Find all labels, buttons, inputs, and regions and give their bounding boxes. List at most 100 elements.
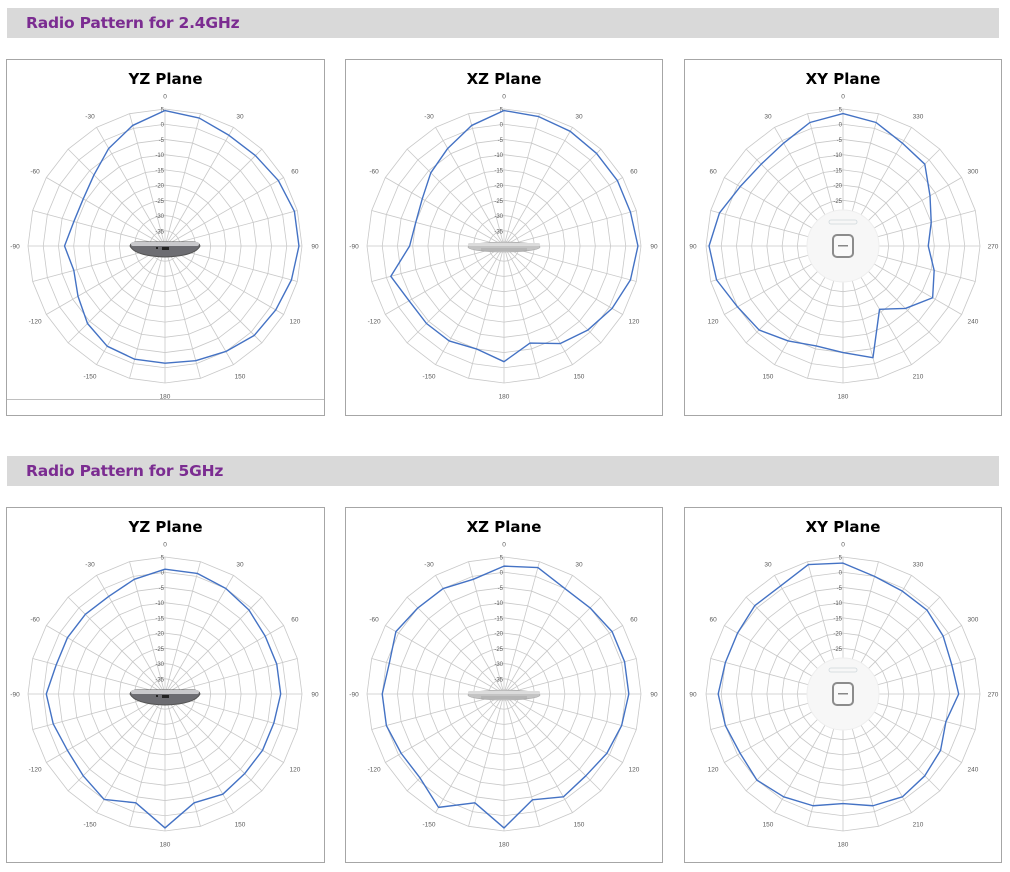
svg-text:-60: -60 — [30, 169, 40, 176]
svg-text:-35: -35 — [155, 677, 164, 683]
svg-text:60: 60 — [291, 169, 299, 176]
svg-text:-30: -30 — [424, 114, 434, 121]
svg-text:0: 0 — [163, 542, 167, 549]
svg-text:5: 5 — [839, 108, 843, 114]
polar-plot: 0 30 60 90 120 150 180 -150 -120 -90 -60 -30 5 0 -5 -10… — [349, 94, 658, 401]
svg-text:30: 30 — [575, 114, 583, 121]
svg-text:-30: -30 — [155, 662, 164, 668]
svg-text:-15: -15 — [494, 168, 503, 174]
svg-text:30: 30 — [575, 562, 583, 569]
svg-text:120: 120 — [289, 319, 300, 326]
svg-text:-15: -15 — [833, 168, 842, 174]
svg-text:210: 210 — [913, 373, 924, 380]
svg-text:0: 0 — [839, 123, 843, 129]
svg-text:90: 90 — [311, 244, 319, 251]
svg-text:-35: -35 — [494, 229, 503, 235]
chart-5ghz-yz-plane: YZ Plane 0 30 60 90 120 150 180 -150 -120 -90 -60-… — [6, 507, 325, 863]
section-title: Radio Pattern for 2.4GHz — [26, 14, 240, 32]
svg-text:90: 90 — [689, 692, 697, 699]
svg-text:180: 180 — [499, 394, 510, 401]
svg-text:-10: -10 — [155, 601, 164, 607]
svg-text:330: 330 — [913, 562, 924, 569]
svg-text:0: 0 — [841, 542, 845, 549]
svg-text:60: 60 — [709, 169, 717, 176]
svg-text:-150: -150 — [83, 373, 96, 380]
svg-text:5: 5 — [839, 556, 843, 562]
svg-text:300: 300 — [967, 617, 978, 624]
svg-text:-30: -30 — [424, 562, 434, 569]
section-header-2-4ghz: Radio Pattern for 2.4GHz — [7, 8, 999, 38]
svg-text:-25: -25 — [494, 647, 503, 653]
svg-text:30: 30 — [764, 114, 772, 121]
svg-text:120: 120 — [708, 319, 719, 326]
svg-text:-30: -30 — [85, 114, 95, 121]
svg-text:180: 180 — [499, 842, 510, 849]
svg-text:240: 240 — [967, 767, 978, 774]
svg-text:-150: -150 — [83, 821, 96, 828]
svg-text:330: 330 — [913, 114, 924, 121]
svg-text:-15: -15 — [494, 616, 503, 622]
svg-text:-90: -90 — [349, 244, 359, 251]
polar-plot: 0 30 60 90 120 150 180 210 240 270 300 330 5 0 -5 -10 -1… — [689, 542, 999, 849]
svg-text:-10: -10 — [155, 153, 164, 159]
svg-text:180: 180 — [838, 842, 849, 849]
svg-text:120: 120 — [628, 767, 639, 774]
svg-text:-5: -5 — [837, 586, 843, 592]
svg-text:90: 90 — [689, 244, 697, 251]
svg-text:30: 30 — [236, 562, 244, 569]
svg-text:-30: -30 — [494, 214, 503, 220]
svg-text:-20: -20 — [833, 184, 842, 190]
chart-title: XY Plane — [805, 518, 881, 536]
polar-plot: 0 30 60 90 120 150 180 -150 -120 -90 -60 -30 5 0 -5 -10… — [349, 542, 658, 849]
svg-text:-150: -150 — [422, 373, 435, 380]
svg-text:-90: -90 — [10, 244, 20, 251]
svg-text:-90: -90 — [10, 692, 20, 699]
svg-text:-5: -5 — [498, 586, 504, 592]
chart-title: XZ Plane — [466, 518, 542, 536]
svg-text:-10: -10 — [494, 153, 503, 159]
svg-text:60: 60 — [291, 617, 299, 624]
svg-text:5: 5 — [500, 556, 504, 562]
svg-text:-10: -10 — [494, 601, 503, 607]
svg-text:-35: -35 — [155, 229, 164, 235]
svg-text:120: 120 — [628, 319, 639, 326]
svg-text:180: 180 — [838, 394, 849, 401]
svg-text:-30: -30 — [155, 214, 164, 220]
svg-text:300: 300 — [967, 169, 978, 176]
svg-text:-25: -25 — [155, 647, 164, 653]
chart-title: YZ Plane — [128, 70, 203, 88]
svg-text:0: 0 — [163, 94, 167, 101]
chart-5ghz-xz-plane: XZ Plane 0 30 60 90 120 150 180 -150 -120 -90 -60-… — [345, 507, 663, 863]
svg-text:-120: -120 — [29, 767, 42, 774]
svg-text:150: 150 — [235, 373, 246, 380]
svg-text:-20: -20 — [833, 632, 842, 638]
svg-text:90: 90 — [650, 692, 658, 699]
svg-text:0: 0 — [502, 542, 506, 549]
svg-text:-15: -15 — [833, 616, 842, 622]
polar-plot: 0 30 60 90 120 150 180 -150 -120 -90 -60 -30 5 0 -5 -10… — [10, 542, 319, 849]
svg-text:-15: -15 — [155, 168, 164, 174]
svg-text:-25: -25 — [833, 199, 842, 205]
svg-text:150: 150 — [763, 821, 774, 828]
svg-text:-5: -5 — [837, 138, 843, 144]
svg-text:270: 270 — [988, 692, 999, 699]
svg-text:0: 0 — [502, 94, 506, 101]
svg-text:0: 0 — [839, 571, 843, 577]
svg-text:-90: -90 — [349, 692, 359, 699]
chart-5ghz-xy-plane: XY Plane 0 30 60 90 120 150 180 210 240 270 300 330… — [684, 507, 1002, 863]
svg-text:150: 150 — [574, 821, 585, 828]
svg-text:-120: -120 — [368, 319, 381, 326]
divider — [7, 399, 324, 400]
svg-text:-120: -120 — [368, 767, 381, 774]
svg-text:0: 0 — [161, 571, 165, 577]
chart-title: XZ Plane — [466, 70, 542, 88]
svg-text:-35: -35 — [494, 677, 503, 683]
svg-text:-25: -25 — [494, 199, 503, 205]
svg-text:-20: -20 — [494, 632, 503, 638]
svg-text:60: 60 — [709, 617, 717, 624]
svg-text:-60: -60 — [369, 169, 379, 176]
svg-text:150: 150 — [235, 821, 246, 828]
svg-text:240: 240 — [967, 319, 978, 326]
svg-text:-30: -30 — [85, 562, 95, 569]
svg-text:-120: -120 — [29, 319, 42, 326]
